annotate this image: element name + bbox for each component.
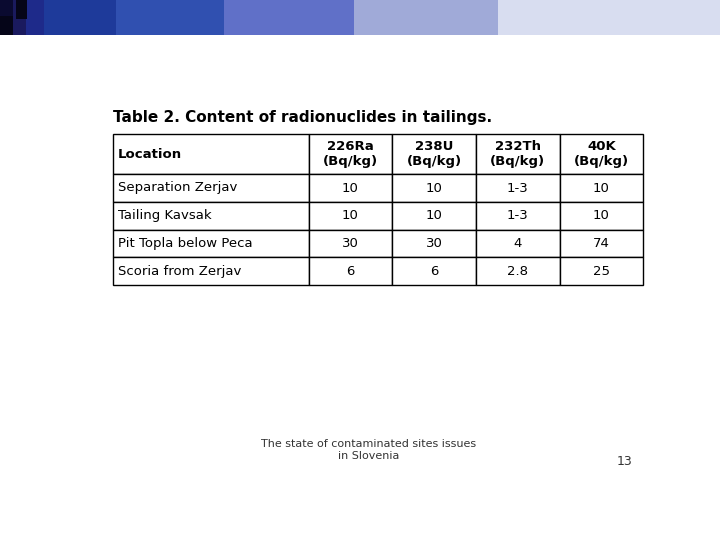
Bar [559, 202, 644, 230]
Text: 1-3: 1-3 [507, 181, 528, 194]
Bar [309, 202, 392, 230]
Text: 13: 13 [617, 455, 632, 468]
Bar [44, 0, 116, 35]
Bar [224, 0, 354, 35]
Text: Location: Location [118, 147, 182, 160]
Text: 40K
(Bq/kg): 40K (Bq/kg) [574, 140, 629, 168]
Text: 30: 30 [342, 237, 359, 250]
Bar [113, 257, 309, 285]
Text: Table 2. Content of radionuclides in tailings.: Table 2. Content of radionuclides in tai… [113, 110, 492, 125]
Bar [476, 230, 559, 257]
Text: 4: 4 [513, 237, 522, 250]
Bar [392, 230, 476, 257]
Bar [559, 230, 644, 257]
Bar [0, 16, 13, 35]
Text: 232Th
(Bq/kg): 232Th (Bq/kg) [490, 140, 545, 168]
Bar [13, 0, 26, 35]
Text: Tailing Kavsak: Tailing Kavsak [118, 209, 212, 222]
Bar [309, 257, 392, 285]
Bar [559, 174, 644, 202]
Bar [309, 134, 392, 174]
Text: 10: 10 [593, 209, 610, 222]
Bar [116, 0, 224, 35]
Bar [476, 257, 559, 285]
Bar [392, 257, 476, 285]
Bar [559, 134, 644, 174]
Text: 74: 74 [593, 237, 610, 250]
Bar [498, 0, 720, 35]
Text: Scoria from Zerjav: Scoria from Zerjav [118, 265, 241, 278]
Text: 1-3: 1-3 [507, 209, 528, 222]
Bar [476, 174, 559, 202]
Text: 25: 25 [593, 265, 610, 278]
Bar [113, 230, 309, 257]
Bar [476, 202, 559, 230]
Text: 10: 10 [342, 209, 359, 222]
Bar [559, 257, 644, 285]
Bar [392, 174, 476, 202]
Text: 238U
(Bq/kg): 238U (Bq/kg) [407, 140, 462, 168]
Bar [0, 0, 13, 35]
Text: 10: 10 [426, 181, 443, 194]
Text: Separation Zerjav: Separation Zerjav [118, 181, 238, 194]
Text: 30: 30 [426, 237, 443, 250]
Text: 2.8: 2.8 [508, 265, 528, 278]
Bar [309, 230, 392, 257]
Text: 226Ra
(Bq/kg): 226Ra (Bq/kg) [323, 140, 378, 168]
Text: Pit Topla below Peca: Pit Topla below Peca [118, 237, 253, 250]
Text: 10: 10 [426, 209, 443, 222]
Text: 6: 6 [346, 265, 354, 278]
Bar [113, 134, 309, 174]
Bar [476, 134, 559, 174]
Text: 10: 10 [342, 181, 359, 194]
Bar [113, 174, 309, 202]
Bar [354, 0, 498, 35]
Bar [309, 174, 392, 202]
Text: 10: 10 [593, 181, 610, 194]
Bar [113, 202, 309, 230]
Text: The state of contaminated sites issues
in Slovenia: The state of contaminated sites issues i… [261, 439, 477, 461]
Bar [392, 134, 476, 174]
Bar [26, 0, 44, 35]
Text: 6: 6 [430, 265, 438, 278]
Bar [16, 0, 27, 19]
Bar [392, 202, 476, 230]
